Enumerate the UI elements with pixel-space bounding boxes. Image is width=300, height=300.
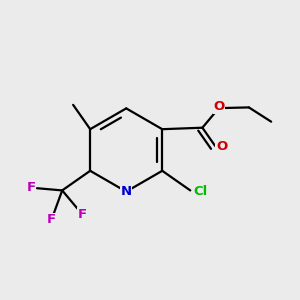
Text: F: F [26,181,36,194]
Text: O: O [214,100,225,113]
Text: O: O [216,140,227,153]
Text: N: N [121,185,132,198]
Text: F: F [78,208,87,221]
Text: F: F [47,213,56,226]
Text: Cl: Cl [193,185,208,198]
